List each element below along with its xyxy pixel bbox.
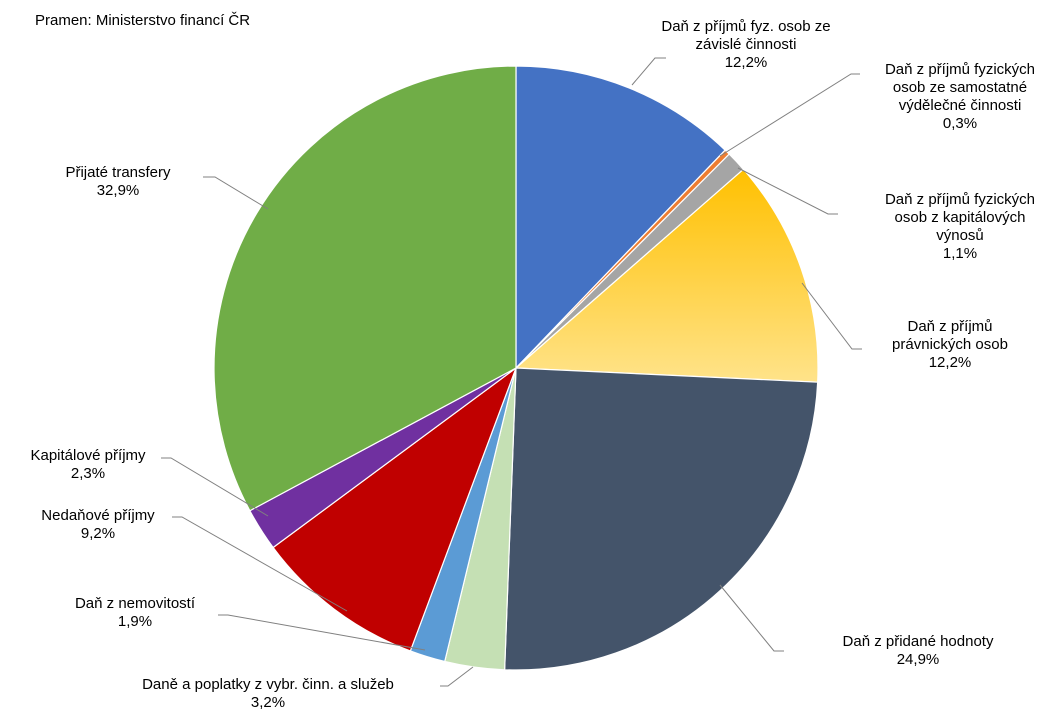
leader-line (719, 73, 860, 157)
leader-line (161, 457, 269, 517)
slice-name-label: výnosů (936, 227, 984, 244)
leader-line (737, 167, 838, 215)
leader-line (719, 584, 784, 652)
slice-name-label: Daň z příjmů fyzických (885, 191, 1035, 208)
source-note: Pramen: Ministerstvo financí ČR (35, 12, 250, 29)
slice-label: Daň z přidané hodnoty 24,9% (843, 633, 994, 668)
slice-label: Daň z příjmů fyz. osob ze závislé činnost… (661, 18, 830, 71)
slice-name-label: právnických osob (892, 336, 1008, 353)
slice-name-label: Kapitálové příjmy (30, 447, 146, 464)
slice-value-label: 12,2% (929, 354, 972, 371)
slice-value-label: 0,3% (943, 115, 977, 132)
slice-label: Nedaňové příjmy 9,2% (41, 507, 155, 542)
slice-value-label: 12,2% (725, 54, 768, 71)
slice-name-label: Daň z příjmů (907, 318, 992, 335)
slice-labels: Daň z příjmů fyz. osob ze závislé činnost… (30, 18, 1035, 711)
slice-name-label: osob z kapitálových (895, 209, 1026, 226)
slice-name-label: Daň z příjmů fyz. osob ze (661, 18, 830, 35)
slice-value-label: 24,9% (897, 651, 940, 668)
leader-line (172, 516, 348, 612)
pie-slices (213, 65, 819, 671)
pie-slice (514, 168, 819, 383)
slice-value-label: 1,1% (943, 245, 977, 262)
slice-name-label: Přijaté transfery (65, 164, 171, 181)
slice-name-label: Daň z přidané hodnoty (843, 633, 994, 650)
leader-line (801, 282, 862, 350)
slice-name-label: Daň z nemovitostí (75, 595, 196, 612)
slice-name-label: závislé činnosti (696, 36, 797, 53)
slice-name-label: Daň z příjmů fyzických (885, 61, 1035, 78)
slice-label: Přijaté transfery 32,9% (65, 164, 171, 199)
slice-label: Daň z příjmů fyzických osob z kapitálovýc… (885, 191, 1035, 262)
slice-value-label: 1,9% (118, 613, 152, 630)
pie-slice (515, 65, 726, 370)
pie-slice (504, 367, 819, 671)
slice-value-label: 9,2% (81, 525, 115, 542)
leader-line (203, 176, 269, 210)
leader-lines (161, 57, 862, 687)
slice-label: Daň z nemovitostí 1,9% (75, 595, 196, 630)
slice-name-label: výdělečné činnosti (899, 97, 1022, 114)
pie-slice (213, 65, 517, 512)
slice-name-label: Daně a poplatky z vybr. činn. a služeb (142, 676, 394, 693)
slice-label: Daň z příjmů fyzických osob ze samostatné… (885, 61, 1035, 132)
slice-label: Daně a poplatky z vybr. činn. a služeb 3,… (142, 676, 394, 711)
slice-name-label: Nedaňové příjmy (41, 507, 155, 524)
leader-line (440, 666, 474, 687)
leader-line (218, 614, 426, 651)
slice-label: Daň z příjmů právnických osob 12,2% (892, 318, 1008, 371)
slice-value-label: 32,9% (97, 182, 140, 199)
leader-line (631, 57, 666, 86)
slice-value-label: 3,2% (251, 694, 285, 711)
pie-slice (272, 366, 518, 652)
slice-value-label: 2,3% (71, 465, 105, 482)
slice-label: Kapitálové příjmy 2,3% (30, 447, 146, 482)
slice-name-label: osob ze samostatné (893, 79, 1027, 96)
